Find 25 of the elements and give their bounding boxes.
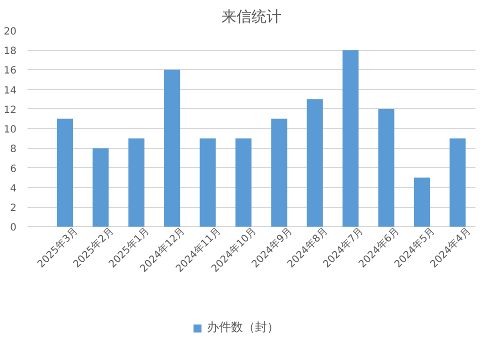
bar [306,99,323,227]
y-tick-label: 14 [4,85,17,96]
chart-title: 来信统计 [222,8,282,26]
bar [200,138,216,227]
y-tick-label: 0 [10,222,17,234]
bar [235,138,252,227]
bar [450,138,466,227]
bar [342,50,359,227]
bar [271,118,288,227]
bar [414,178,430,227]
y-tick-label: 20 [4,26,17,38]
y-tick-label: 6 [10,164,17,175]
y-tick-label: 18 [4,46,17,58]
bar [164,70,180,227]
bar [128,138,144,227]
y-tick-label: 12 [4,104,17,116]
legend-label: 办件数（封） [207,319,279,336]
y-tick-label: 2 [10,203,17,214]
bar [92,148,109,227]
y-tick-label: 16 [4,66,17,77]
y-tick-label: 4 [10,183,17,194]
y-tick-label: 8 [10,144,17,156]
bar [378,108,394,227]
bar [56,118,74,227]
y-tick-label: 10 [4,124,17,136]
